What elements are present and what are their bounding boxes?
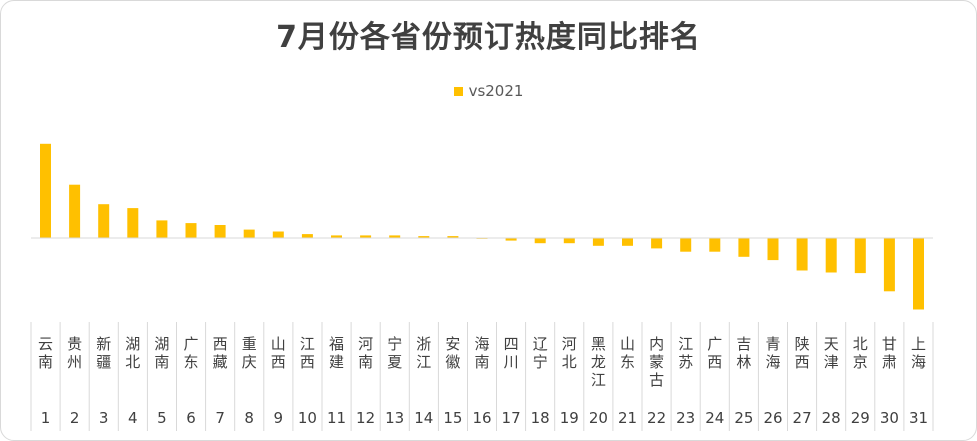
bar-13 xyxy=(389,235,401,238)
category-label: 广东 xyxy=(183,335,198,371)
bar-12 xyxy=(360,235,372,238)
bar-14 xyxy=(418,236,430,238)
rank-label: 16 xyxy=(472,409,491,427)
bar-20 xyxy=(592,238,604,246)
category-label: 辽宁 xyxy=(533,335,548,371)
rank-label: 26 xyxy=(763,409,782,427)
rank-label: 24 xyxy=(705,409,724,427)
rank-label: 25 xyxy=(734,409,753,427)
rank-label: 17 xyxy=(502,409,521,427)
rank-label: 23 xyxy=(676,409,695,427)
bar-9 xyxy=(272,231,284,238)
bar-22 xyxy=(651,238,663,249)
bar-24 xyxy=(709,238,721,252)
category-label: 陕西 xyxy=(795,335,810,371)
rank-label: 11 xyxy=(327,409,346,427)
rank-label: 18 xyxy=(531,409,550,427)
bar-8 xyxy=(243,229,255,239)
bar-7 xyxy=(214,225,226,238)
category-label: 天津 xyxy=(824,335,839,371)
rank-label: 21 xyxy=(618,409,637,427)
category-label: 吉林 xyxy=(736,335,751,371)
legend-label: vs2021 xyxy=(468,82,524,100)
category-label: 山东 xyxy=(620,335,635,371)
bar-1 xyxy=(40,143,51,239)
rank-label: 20 xyxy=(589,409,608,427)
rank-label: 1 xyxy=(41,409,51,427)
bar-2 xyxy=(69,184,81,238)
category-label: 上海 xyxy=(911,335,926,371)
category-label: 青海 xyxy=(765,335,780,371)
category-label: 内蒙古 xyxy=(649,335,664,389)
category-label: 湖北 xyxy=(125,335,140,371)
rank-label: 3 xyxy=(99,409,109,427)
bar-5 xyxy=(156,220,168,238)
category-label: 江苏 xyxy=(678,335,693,371)
rank-label: 29 xyxy=(851,409,870,427)
bar-23 xyxy=(680,238,692,252)
category-label: 新疆 xyxy=(96,335,111,371)
bar-25 xyxy=(738,238,750,257)
category-label: 黑龙江 xyxy=(591,335,606,389)
chart-legend: vs2021 xyxy=(0,82,977,100)
category-label: 西藏 xyxy=(213,335,228,371)
rank-label: 6 xyxy=(186,409,196,427)
category-label: 广西 xyxy=(707,335,722,371)
bar-29 xyxy=(854,238,866,274)
category-label: 云南 xyxy=(38,335,53,371)
bar-26 xyxy=(767,238,779,261)
category-label: 四川 xyxy=(504,335,519,371)
rank-label: 9 xyxy=(274,409,284,427)
category-label: 湖南 xyxy=(154,335,169,371)
rank-label: 28 xyxy=(822,409,841,427)
bar-28 xyxy=(825,238,837,273)
category-label: 安徽 xyxy=(445,335,460,371)
bar-17 xyxy=(505,238,517,241)
bar-15 xyxy=(447,236,459,238)
bar-3 xyxy=(98,204,110,238)
rank-label: 15 xyxy=(443,409,462,427)
rank-label: 5 xyxy=(157,409,167,427)
category-label: 北京 xyxy=(853,335,868,371)
category-label: 浙江 xyxy=(416,335,431,371)
rank-label: 31 xyxy=(909,409,928,427)
bar-10 xyxy=(301,234,313,238)
rank-label: 19 xyxy=(560,409,579,427)
category-label: 重庆 xyxy=(242,335,257,371)
rank-label: 8 xyxy=(244,409,254,427)
rank-label: 13 xyxy=(385,409,404,427)
bar-6 xyxy=(185,223,197,239)
rank-label: 30 xyxy=(880,409,899,427)
category-label: 甘肃 xyxy=(882,335,897,371)
bar-30 xyxy=(883,238,895,292)
rank-label: 4 xyxy=(128,409,138,427)
category-label: 海南 xyxy=(474,335,489,371)
bar-27 xyxy=(796,238,808,271)
bar-19 xyxy=(563,238,575,244)
category-label: 江西 xyxy=(300,335,315,371)
category-label: 河南 xyxy=(358,335,373,371)
category-label: 河北 xyxy=(562,335,577,371)
legend-swatch xyxy=(453,86,463,96)
bar-11 xyxy=(331,235,342,238)
rank-label: 12 xyxy=(356,409,375,427)
bar-21 xyxy=(622,238,633,246)
category-label: 宁夏 xyxy=(387,335,402,371)
bar-4 xyxy=(127,208,139,238)
chart-title: 7月份各省份预订热度同比排名 xyxy=(276,20,701,55)
rank-label: 2 xyxy=(70,409,80,427)
rank-label: 7 xyxy=(215,409,225,427)
rank-label: 27 xyxy=(793,409,812,427)
bar-18 xyxy=(534,238,546,244)
rank-label: 10 xyxy=(298,409,317,427)
category-label: 福建 xyxy=(329,335,344,371)
category-label: 贵州 xyxy=(67,335,82,371)
category-label: 山西 xyxy=(271,335,286,371)
bar-31 xyxy=(913,238,924,310)
rank-label: 14 xyxy=(414,409,433,427)
rank-label: 22 xyxy=(647,409,666,427)
